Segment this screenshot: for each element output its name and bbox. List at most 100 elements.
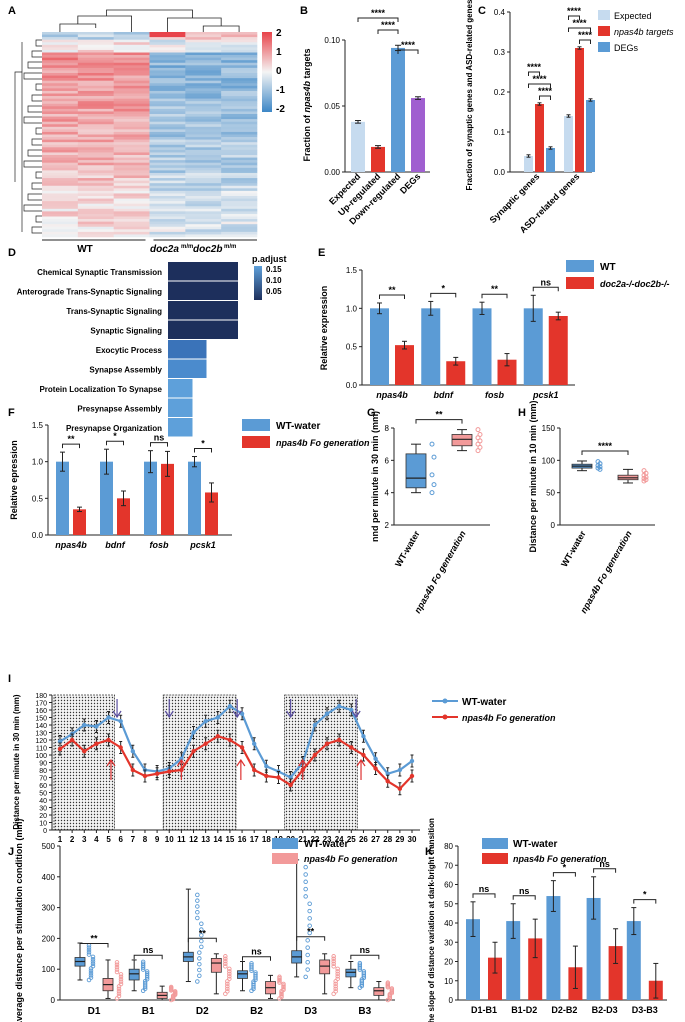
heatmap-cell — [185, 134, 222, 138]
heatmap-cell — [185, 142, 222, 146]
heatmap-cell — [113, 203, 150, 207]
significance-label: **** — [381, 20, 396, 30]
heatmap-cell — [185, 126, 222, 130]
y-tick-label: 1.0 — [32, 458, 44, 467]
data-point — [114, 962, 120, 968]
y-tick-label: 40 — [444, 919, 453, 928]
data-point — [116, 991, 122, 996]
heatmap-cell — [221, 88, 258, 92]
heatmap-cell — [42, 185, 79, 189]
heatmap-cell — [149, 180, 186, 184]
heatmap-cell — [149, 175, 186, 179]
heatmap-cell — [42, 203, 79, 207]
data-point — [397, 767, 403, 773]
heatmap-cell — [185, 147, 222, 151]
panel-letter-J: J — [8, 846, 14, 858]
data-point — [140, 965, 146, 970]
significance-bracket — [242, 956, 271, 961]
y-tick-label: 30 — [444, 938, 453, 947]
heatmap-cell — [42, 137, 79, 140]
heatmap-cell — [113, 129, 150, 133]
heatmap-cell — [149, 203, 186, 207]
heatmap-cell — [113, 114, 150, 117]
heatmap-cell — [149, 213, 186, 217]
heatmap-cell — [149, 85, 186, 89]
heatmap-cell — [77, 106, 114, 110]
heatmap-cell — [113, 37, 150, 40]
term-label: Protein Localization To Synapse — [39, 385, 162, 394]
y-tick-label: 80 — [39, 768, 47, 775]
data-point — [281, 984, 286, 990]
data-point — [167, 769, 172, 774]
heatmap-cell — [42, 83, 79, 87]
heatmap-cell — [42, 224, 79, 228]
data-point — [335, 974, 340, 979]
data-point — [305, 938, 310, 943]
heatmap-cell — [42, 226, 79, 230]
legend-swatch — [598, 10, 610, 20]
heatmap-cell — [77, 90, 114, 94]
y-tick-label: 0 — [551, 521, 556, 530]
heatmap-cell — [221, 152, 258, 156]
heatmap-cell — [42, 119, 79, 122]
data-point — [114, 960, 120, 965]
bar — [546, 896, 561, 1000]
bar — [466, 919, 480, 1000]
x-tick-label: 4 — [94, 835, 99, 844]
data-point — [227, 971, 232, 977]
data-point — [336, 737, 342, 743]
heatmap-cell — [185, 103, 222, 107]
heatmap-cell — [113, 162, 150, 166]
heatmap-cell — [77, 234, 114, 238]
data-point — [154, 771, 160, 776]
x-tick-label: 5 — [106, 835, 111, 844]
panel-letter-F: F — [8, 407, 15, 419]
significance-label: * — [643, 890, 647, 900]
y-tick-label: 300 — [42, 904, 56, 913]
bar — [205, 492, 218, 535]
heatmap-cell — [77, 147, 114, 151]
data-point — [305, 967, 310, 972]
significance-label: * — [563, 863, 567, 873]
heatmap-cell — [149, 198, 186, 202]
y-tick-label: 20 — [444, 958, 453, 967]
data-point — [373, 766, 378, 771]
data-point — [225, 981, 230, 987]
heatmap-cell — [149, 165, 186, 169]
heatmap-cell — [221, 126, 258, 130]
y-tick-label: 160 — [35, 708, 47, 715]
bar — [506, 921, 521, 1000]
x-tick-label: D1 — [88, 1006, 101, 1017]
heatmap-cell — [221, 96, 258, 99]
colorbar-tick-label: 0 — [276, 66, 282, 77]
heatmap-cell — [77, 37, 114, 40]
heatmap-cell — [185, 172, 222, 176]
heatmap-cell — [149, 96, 186, 99]
y-tick-label: 0.10 — [324, 36, 340, 45]
significance-label: * — [113, 431, 117, 441]
significance-label: **** — [567, 6, 582, 16]
heatmap-cell — [221, 121, 258, 125]
significance-bracket — [62, 443, 80, 449]
x-tick-label: B2 — [250, 1006, 263, 1017]
up-arrow — [356, 758, 366, 780]
legend-swatch — [566, 277, 594, 289]
heatmap-cell — [42, 98, 79, 102]
heatmap-cell — [77, 149, 114, 153]
data-point — [303, 864, 308, 870]
legend-label: npas4b Fo generation — [304, 854, 398, 864]
y-axis-label: nnd per minute in 30 min (mm) — [370, 411, 380, 542]
data-point — [199, 938, 204, 944]
panel-letter-A: A — [8, 5, 16, 17]
heatmap-cell — [113, 185, 150, 189]
heatmap-cell — [221, 188, 258, 192]
heatmap-cell — [42, 126, 79, 130]
significance-bracket — [377, 29, 399, 34]
x-tick-label: B3 — [358, 1006, 371, 1017]
data-point — [106, 715, 111, 720]
heatmap-cell — [77, 175, 114, 179]
y-tick-label: 180 — [35, 693, 47, 700]
heatmap-cell — [149, 70, 186, 74]
data-point — [116, 993, 122, 999]
x-tick-label: B1 — [142, 1006, 155, 1017]
